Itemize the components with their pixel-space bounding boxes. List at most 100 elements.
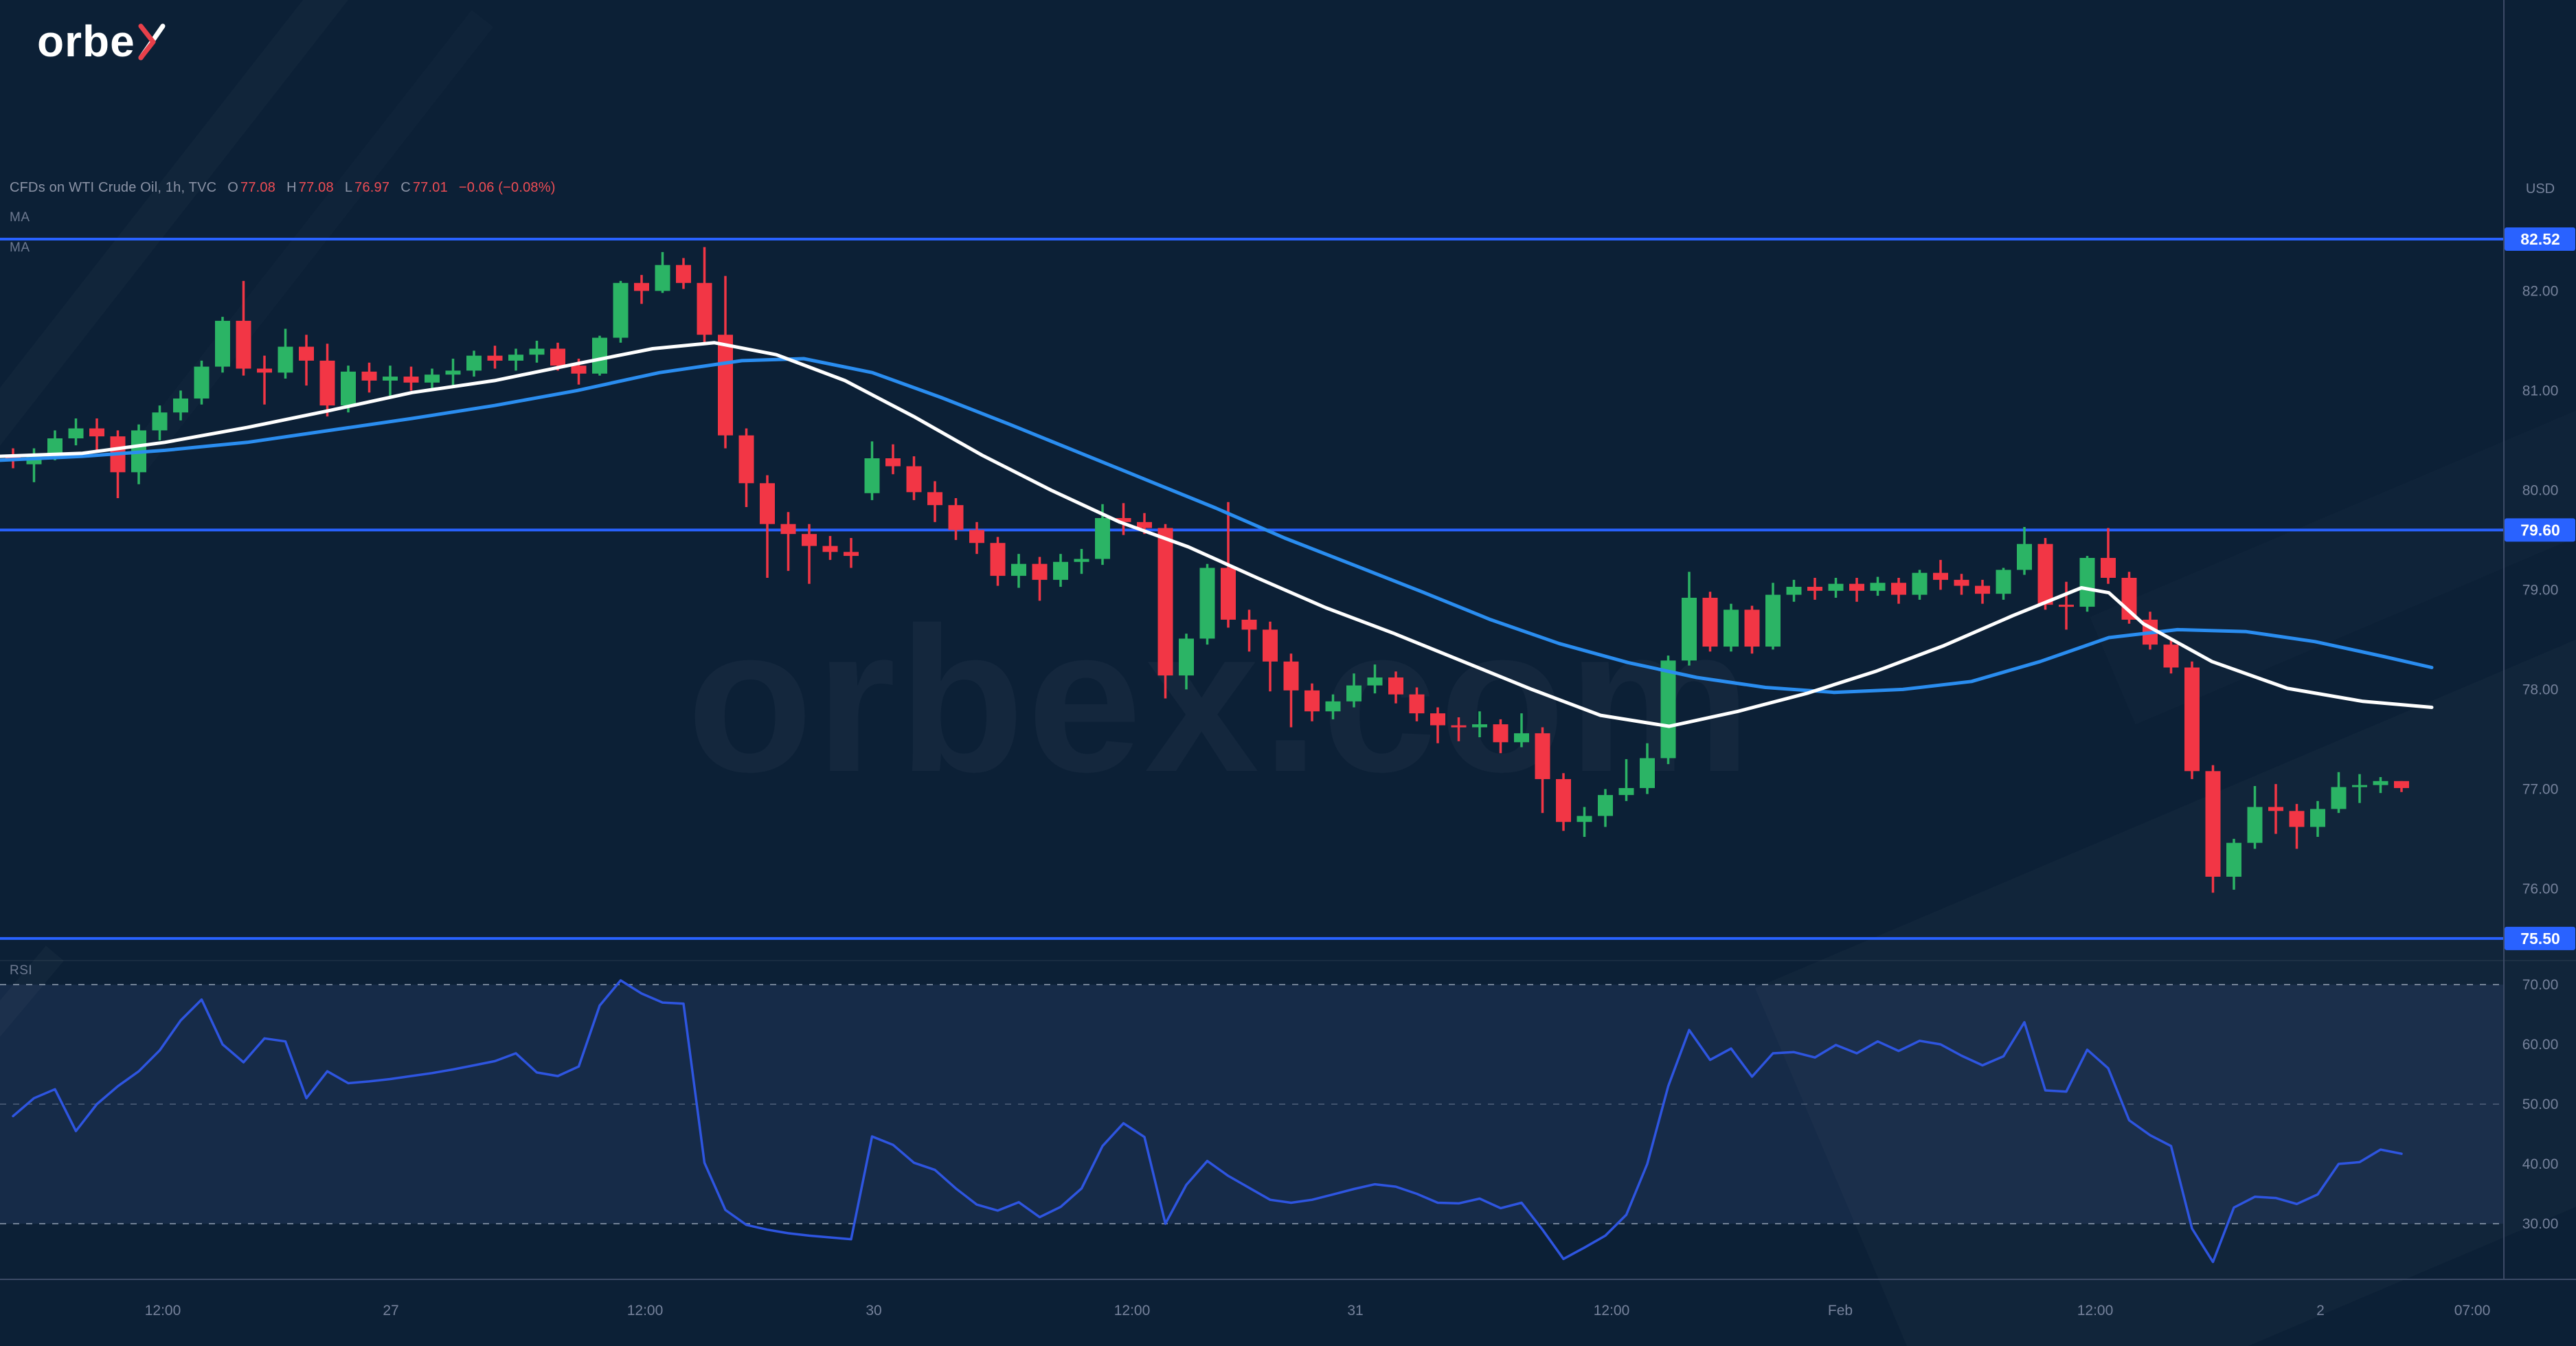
candle-up xyxy=(278,346,293,373)
candle-down xyxy=(236,320,251,369)
time-label-12:00: 12:00 xyxy=(1594,1303,1630,1319)
time-label-12:00: 12:00 xyxy=(627,1303,664,1319)
price-level-tag xyxy=(2505,518,2575,542)
candle-up xyxy=(1660,660,1676,759)
candle-down xyxy=(927,492,942,506)
candle-up xyxy=(1011,563,1026,576)
rsi-tick-50.00: 50.00 xyxy=(2522,1097,2559,1112)
candle-up xyxy=(1996,570,2011,594)
candle-down xyxy=(2394,781,2409,788)
candle-down xyxy=(361,371,377,381)
candle-down xyxy=(5,455,21,460)
candle-down xyxy=(2121,578,2137,620)
price-level-tag-label: 79.60 xyxy=(2520,521,2560,539)
candle-up xyxy=(2331,787,2347,809)
open-label: O xyxy=(227,180,239,195)
price-tick-79.00: 79.00 xyxy=(2522,582,2559,598)
candle-down xyxy=(1891,583,1906,595)
price-level-tag-label: 82.52 xyxy=(2520,230,2560,248)
candle-up xyxy=(1367,677,1383,686)
candle-down xyxy=(2037,543,2053,605)
candle-up xyxy=(466,355,482,371)
candle-down xyxy=(257,368,272,373)
candle-down xyxy=(948,505,964,530)
candle-down xyxy=(2163,644,2179,668)
candle-down xyxy=(1493,724,1509,743)
candle-down xyxy=(2059,605,2074,607)
candle-up xyxy=(341,371,356,406)
candle-up xyxy=(2352,785,2367,787)
candle-down xyxy=(1304,690,1320,712)
candle-down xyxy=(1116,518,1131,522)
candle-up xyxy=(508,355,523,361)
time-label-31: 31 xyxy=(1347,1303,1363,1319)
rsi-tick-70.00: 70.00 xyxy=(2522,977,2559,993)
candle-up xyxy=(194,366,210,399)
rsi-tick-60.00: 60.00 xyxy=(2522,1037,2559,1053)
candle-down xyxy=(2184,667,2200,772)
low-label: L xyxy=(344,180,353,195)
open-value: 77.08 xyxy=(240,180,276,195)
ma-slow-line xyxy=(0,357,2434,695)
time-label-07:00: 07:00 xyxy=(2454,1303,2491,1319)
candle-down xyxy=(1933,572,1948,580)
price-level-tag xyxy=(2505,227,2575,251)
candle-down xyxy=(1849,583,1864,591)
candle-up xyxy=(1828,583,1844,591)
candle-up xyxy=(1346,685,1362,702)
price-tick-80.00: 80.00 xyxy=(2522,482,2559,498)
close-label: C xyxy=(400,180,411,195)
candle-up xyxy=(1640,758,1655,788)
candle-up xyxy=(2373,781,2388,785)
candle-down xyxy=(1137,521,1152,528)
price-level-tag-label: 75.50 xyxy=(2520,930,2560,947)
ma-indicator-label-1[interactable]: MA xyxy=(10,210,30,225)
candle-down xyxy=(571,366,587,374)
candle-down xyxy=(1032,563,1048,580)
candle-down xyxy=(969,530,984,543)
candle-down xyxy=(1241,619,1257,630)
candle-up xyxy=(1786,587,1802,595)
symbol-title: CFDs on WTI Crude Oil, 1h, TVC xyxy=(10,180,217,195)
symbol-legend[interactable]: CFDs on WTI Crude Oil, 1h, TVC O 77.08 H 77.… xyxy=(10,180,556,196)
candle-down xyxy=(1535,733,1550,779)
candle-down xyxy=(1744,609,1760,647)
candle-down xyxy=(697,282,712,335)
price-level-tag xyxy=(2505,926,2575,950)
candle-up xyxy=(1724,609,1739,647)
candle-up xyxy=(1870,583,1886,591)
candle-down xyxy=(634,282,649,291)
candle-up xyxy=(1074,559,1089,562)
rsi-indicator-label[interactable]: RSI xyxy=(10,963,33,978)
candle-down xyxy=(1451,725,1467,728)
candle-down xyxy=(1556,778,1571,822)
candle-down xyxy=(738,435,754,484)
candle-up xyxy=(529,348,545,355)
candle-up xyxy=(2310,809,2325,827)
candle-down xyxy=(2268,807,2283,811)
candle-up xyxy=(173,399,188,413)
candle-down xyxy=(2289,811,2305,827)
candle-down xyxy=(780,524,796,535)
candle-down xyxy=(2101,558,2116,578)
price-tick-82.00: 82.00 xyxy=(2522,283,2559,299)
rsi-band xyxy=(0,985,2504,1224)
candle-down xyxy=(403,377,419,383)
candle-up xyxy=(425,374,440,383)
candle-down xyxy=(319,360,335,406)
candle-up xyxy=(592,337,607,374)
time-label-2: 2 xyxy=(2316,1303,2325,1319)
candle-down xyxy=(1157,528,1173,676)
candle-up xyxy=(152,412,168,431)
price-tick-78.00: 78.00 xyxy=(2522,682,2559,697)
low-value: 76.97 xyxy=(354,180,390,195)
price-tick-81.00: 81.00 xyxy=(2522,383,2559,399)
ma-indicator-label-2[interactable]: MA xyxy=(10,240,30,255)
rsi-tick-40.00: 40.00 xyxy=(2522,1156,2559,1172)
candle-up xyxy=(1514,733,1529,743)
time-label-30: 30 xyxy=(866,1303,881,1319)
candle-down xyxy=(822,546,838,552)
price-axis-unit: USD xyxy=(2525,181,2555,197)
candle-down xyxy=(676,265,691,283)
